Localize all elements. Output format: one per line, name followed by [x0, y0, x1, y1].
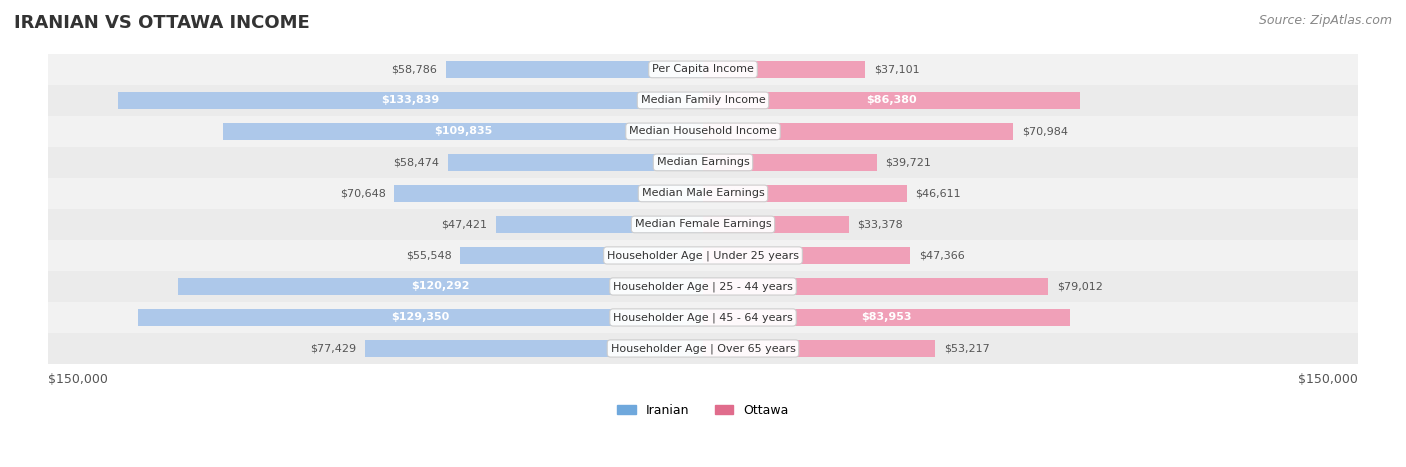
Bar	[48, 178, 1358, 209]
Bar	[447, 154, 703, 171]
Bar	[48, 271, 1358, 302]
Text: Householder Age | Over 65 years: Householder Age | Over 65 years	[610, 343, 796, 354]
Text: IRANIAN VS OTTAWA INCOME: IRANIAN VS OTTAWA INCOME	[14, 14, 309, 32]
Bar	[48, 333, 1358, 364]
Text: Median Male Earnings: Median Male Earnings	[641, 188, 765, 198]
Bar	[703, 61, 865, 78]
Bar	[703, 340, 935, 357]
Legend: Iranian, Ottawa: Iranian, Ottawa	[612, 399, 794, 422]
Text: $150,000: $150,000	[1298, 373, 1358, 386]
Text: $37,101: $37,101	[873, 64, 920, 74]
Text: Householder Age | 45 - 64 years: Householder Age | 45 - 64 years	[613, 312, 793, 323]
Bar	[395, 185, 703, 202]
Text: $46,611: $46,611	[915, 188, 960, 198]
Text: $120,292: $120,292	[411, 282, 470, 291]
Text: Median Family Income: Median Family Income	[641, 95, 765, 106]
Bar	[48, 54, 1358, 85]
Bar	[138, 309, 703, 326]
Text: $86,380: $86,380	[866, 95, 917, 106]
Bar	[703, 247, 910, 264]
Bar	[48, 209, 1358, 240]
Text: Median Female Earnings: Median Female Earnings	[634, 219, 772, 229]
Text: Householder Age | Under 25 years: Householder Age | Under 25 years	[607, 250, 799, 261]
Bar	[703, 216, 849, 233]
Text: $55,548: $55,548	[406, 250, 451, 261]
Text: $39,721: $39,721	[886, 157, 931, 168]
Text: $58,474: $58,474	[392, 157, 439, 168]
Text: $47,366: $47,366	[918, 250, 965, 261]
Text: $33,378: $33,378	[858, 219, 903, 229]
Bar	[48, 240, 1358, 271]
Bar	[364, 340, 703, 357]
Bar	[703, 309, 1070, 326]
Bar	[48, 85, 1358, 116]
Text: $53,217: $53,217	[945, 343, 990, 354]
Text: Median Earnings: Median Earnings	[657, 157, 749, 168]
Text: $133,839: $133,839	[381, 95, 440, 106]
Text: $109,835: $109,835	[434, 127, 492, 136]
Text: $150,000: $150,000	[48, 373, 108, 386]
Text: $70,648: $70,648	[340, 188, 385, 198]
Bar	[48, 116, 1358, 147]
Text: $77,429: $77,429	[309, 343, 356, 354]
Text: $47,421: $47,421	[441, 219, 486, 229]
Bar	[703, 278, 1047, 295]
Bar	[703, 185, 907, 202]
Text: Householder Age | 25 - 44 years: Householder Age | 25 - 44 years	[613, 281, 793, 292]
Bar	[118, 92, 703, 109]
Bar	[446, 61, 703, 78]
Bar	[224, 123, 703, 140]
Bar	[177, 278, 703, 295]
Bar	[703, 154, 876, 171]
Bar	[48, 302, 1358, 333]
Bar	[703, 92, 1080, 109]
Text: Median Household Income: Median Household Income	[628, 127, 778, 136]
Text: Source: ZipAtlas.com: Source: ZipAtlas.com	[1258, 14, 1392, 27]
Bar	[460, 247, 703, 264]
Text: $129,350: $129,350	[391, 312, 450, 322]
Text: $58,786: $58,786	[392, 64, 437, 74]
Bar	[48, 147, 1358, 178]
Text: Per Capita Income: Per Capita Income	[652, 64, 754, 74]
Bar	[703, 123, 1014, 140]
Text: $79,012: $79,012	[1057, 282, 1102, 291]
Text: $70,984: $70,984	[1022, 127, 1067, 136]
Text: $83,953: $83,953	[860, 312, 911, 322]
Bar	[496, 216, 703, 233]
